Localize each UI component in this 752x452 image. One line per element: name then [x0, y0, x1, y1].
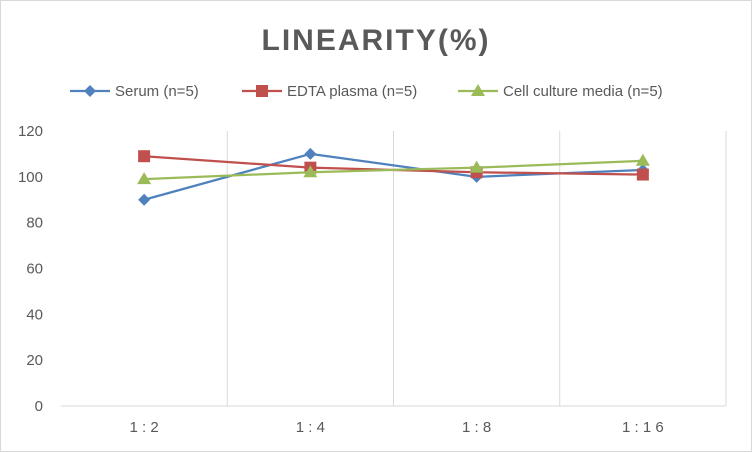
x-axis: 1 : 2 1 : 4 1 : 8 1 : 1 6 — [61, 405, 726, 436]
data-point-triangle — [471, 84, 485, 96]
data-point-diamond — [138, 193, 151, 206]
y-tick-label: 100 — [18, 169, 43, 186]
data-point-square — [256, 85, 268, 97]
x-tick-label: 1 : 4 — [296, 419, 325, 436]
data-point-diamond — [304, 147, 317, 160]
y-tick-label: 0 — [35, 398, 43, 415]
legend-item: Serum (n=5) — [70, 83, 199, 100]
x-tick-label: 1 : 1 6 — [622, 419, 664, 436]
legend-label: EDTA plasma (n=5) — [287, 83, 417, 100]
data-point-triangle — [469, 160, 484, 173]
y-tick-label: 20 — [26, 352, 43, 369]
legend-label: Serum (n=5) — [115, 83, 199, 100]
x-tick-label: 1 : 8 — [462, 419, 491, 436]
data-point-square — [636, 168, 649, 181]
y-tick-label: 120 — [18, 123, 43, 140]
data-point-triangle — [303, 165, 318, 178]
data-point-square — [138, 150, 151, 163]
data-point-triangle — [137, 172, 152, 185]
chart-title: LINEARITY(%) — [262, 24, 491, 57]
legend-item: Cell culture media (n=5) — [458, 83, 663, 100]
series-group — [137, 147, 650, 206]
legend: Serum (n=5) EDTA plasma (n=5) Cell culture… — [70, 83, 663, 100]
series-line — [144, 159, 643, 181]
data-point-diamond — [84, 85, 96, 97]
data-point-triangle — [635, 153, 650, 166]
y-axis: 0 20 40 60 80 100 120 — [18, 123, 43, 415]
legend-label: Cell culture media (n=5) — [503, 83, 663, 100]
y-tick-label: 40 — [26, 306, 43, 323]
legend-item: EDTA plasma (n=5) — [242, 83, 417, 100]
y-tick-label: 80 — [26, 215, 43, 232]
series-2 — [137, 153, 650, 185]
y-tick-label: 60 — [26, 261, 43, 278]
x-tick-label: 1 : 2 — [130, 419, 159, 436]
